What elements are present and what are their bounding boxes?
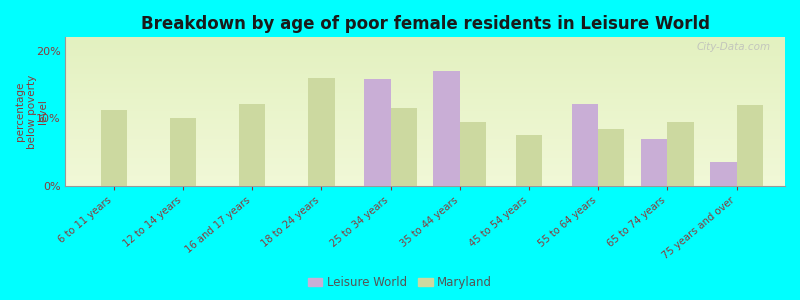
Bar xyxy=(364,79,390,186)
Bar xyxy=(434,71,460,186)
Bar xyxy=(641,139,667,186)
Bar xyxy=(572,103,598,186)
Legend: Leisure World, Maryland: Leisure World, Maryland xyxy=(303,272,497,294)
Bar xyxy=(516,135,542,186)
Bar xyxy=(239,103,266,186)
Bar xyxy=(390,108,417,186)
Bar xyxy=(667,122,694,186)
Bar xyxy=(308,78,334,186)
Text: City-Data.com: City-Data.com xyxy=(697,42,770,52)
Bar xyxy=(170,118,196,186)
Y-axis label: percentage
below poverty
level: percentage below poverty level xyxy=(15,75,48,149)
Bar xyxy=(598,129,625,186)
Bar xyxy=(710,162,737,186)
Bar xyxy=(101,110,127,186)
Title: Breakdown by age of poor female residents in Leisure World: Breakdown by age of poor female resident… xyxy=(141,15,710,33)
Bar xyxy=(460,122,486,186)
Bar xyxy=(737,105,763,186)
